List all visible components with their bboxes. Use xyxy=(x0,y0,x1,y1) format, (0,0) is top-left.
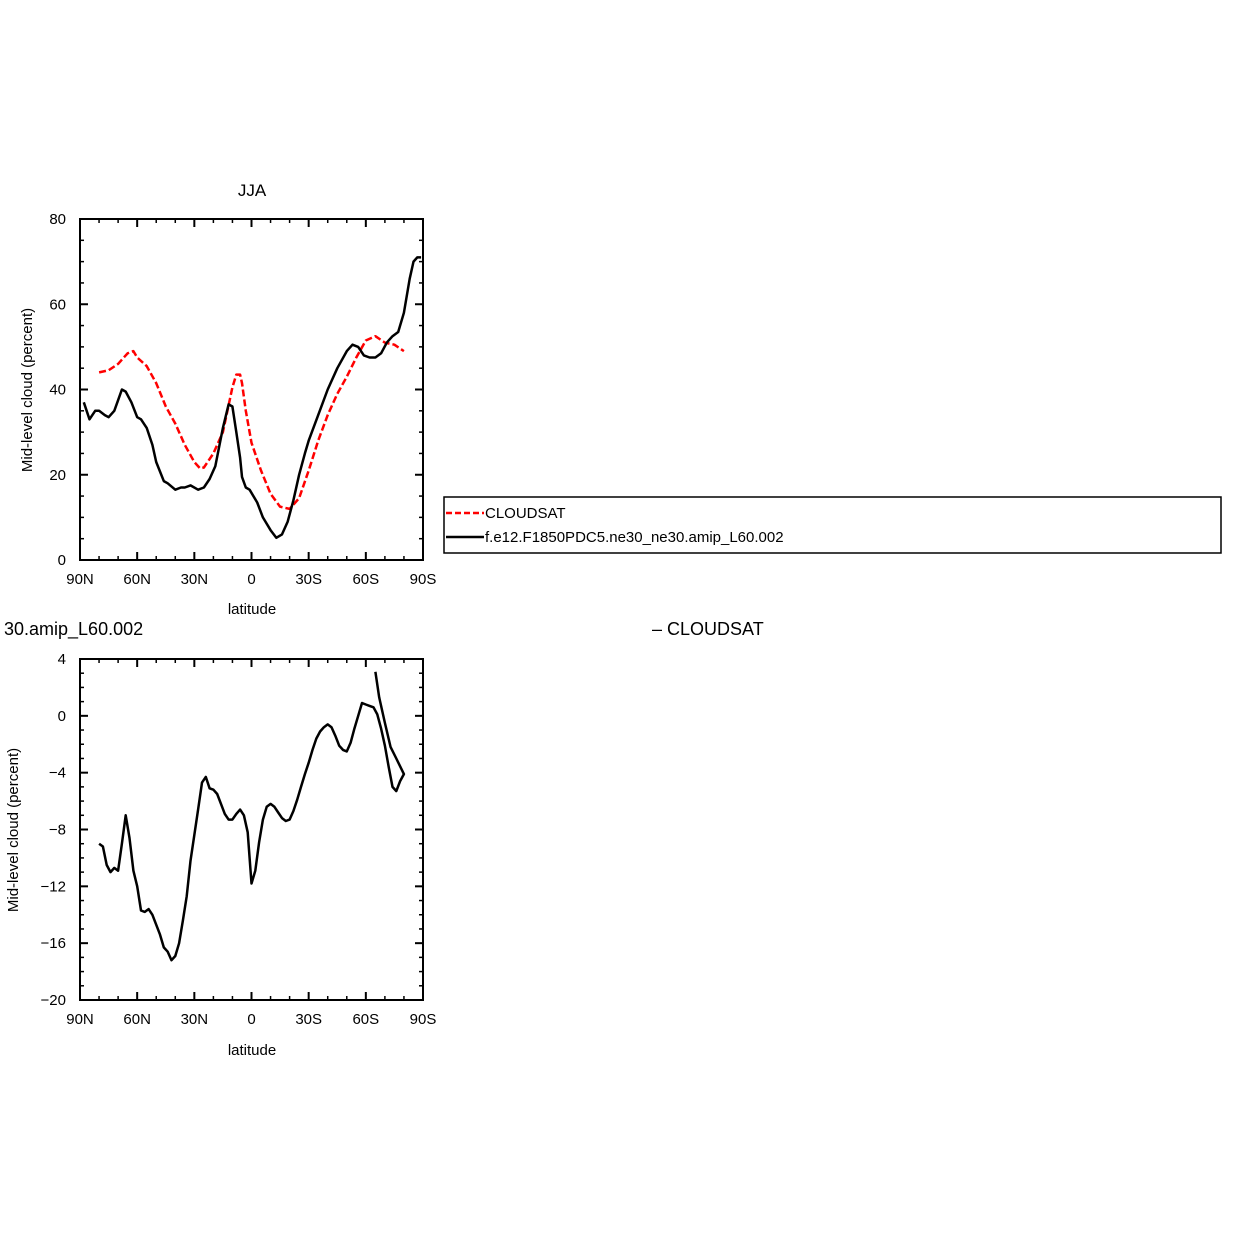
panel-top-ylabel: Mid-level cloud (percent) xyxy=(19,308,36,472)
top-ytick-label-0: 0 xyxy=(58,552,66,569)
panel-bottom-xlabel: latitude xyxy=(228,1042,276,1059)
panel-top-xlabel: latitude xyxy=(228,601,276,618)
top-ytick-label-3: 60 xyxy=(49,296,66,313)
top-ytick-label-2: 40 xyxy=(49,382,66,399)
panel-top-frame xyxy=(79,218,424,561)
bottom-xtick-label-2: 30N xyxy=(181,1011,209,1028)
bottom-series-line-0 xyxy=(98,671,406,962)
panel-bottom-ticks: 90N 60N 30N 0 30S 60S 90S −20 −16 −12 −8 −4 0 4 xyxy=(41,651,437,1028)
panel-bottom-frame xyxy=(79,658,424,1001)
panel-top: JJA Mid-level cloud (percent) latitude 9… xyxy=(19,181,436,618)
panel-top-lines xyxy=(82,256,422,540)
bottom-ytick-label-1: −16 xyxy=(41,935,66,952)
bottom-ytick-label-5: 0 xyxy=(58,708,66,725)
panel-top-ticks: 90N 60N 30N 0 30S 60S 90S 0 20 40 60 80 xyxy=(49,211,436,588)
panel-top-title: JJA xyxy=(238,181,267,200)
bottom-xtick-label-3: 0 xyxy=(247,1011,255,1028)
bottom-ytick-label-2: −12 xyxy=(41,878,66,895)
panel-bottom-title: 30.amip_L60.002 xyxy=(4,619,143,640)
bottom-ytick-label-4: −4 xyxy=(49,765,66,782)
top-series-line-0 xyxy=(98,334,405,511)
bottom-ytick-label-6: 4 xyxy=(58,651,66,668)
top-ytick-label-4: 80 xyxy=(49,211,66,228)
top-ytick-label-1: 20 xyxy=(49,467,66,484)
top-xtick-label-5: 60S xyxy=(352,571,379,588)
bottom-xtick-label-6: 90S xyxy=(410,1011,437,1028)
bottom-ytick-label-3: −8 xyxy=(49,822,66,839)
legend-label-cloudsat: CLOUDSAT xyxy=(485,505,566,522)
panel-bottom-ylabel: Mid-level cloud (percent) xyxy=(5,748,22,912)
bottom-xtick-label-0: 90N xyxy=(66,1011,94,1028)
legend: CLOUDSAT f.e12.F1850PDC5.ne30_ne30.amip_… xyxy=(443,496,1222,554)
bottom-xtick-label-5: 60S xyxy=(352,1011,379,1028)
legend-box xyxy=(443,496,1222,554)
bottom-xtick-label-1: 60N xyxy=(123,1011,151,1028)
panel-bottom: 30.amip_L60.002 – CLOUDSAT Mid-level clo… xyxy=(4,619,764,1059)
bottom-ytick-label-0: −20 xyxy=(41,992,66,1009)
top-xtick-label-3: 0 xyxy=(247,571,255,588)
top-xtick-label-2: 30N xyxy=(181,571,209,588)
top-xtick-label-1: 60N xyxy=(123,571,151,588)
legend-label-model: f.e12.F1850PDC5.ne30_ne30.amip_L60.002 xyxy=(485,529,784,546)
bottom-xtick-label-4: 30S xyxy=(295,1011,322,1028)
top-series-line-1 xyxy=(82,256,422,540)
panel-bottom-lines xyxy=(98,671,406,962)
panel-bottom-subtitle: – CLOUDSAT xyxy=(652,619,764,639)
top-xtick-label-6: 90S xyxy=(410,571,437,588)
top-xtick-label-4: 30S xyxy=(295,571,322,588)
top-xtick-label-0: 90N xyxy=(66,571,94,588)
